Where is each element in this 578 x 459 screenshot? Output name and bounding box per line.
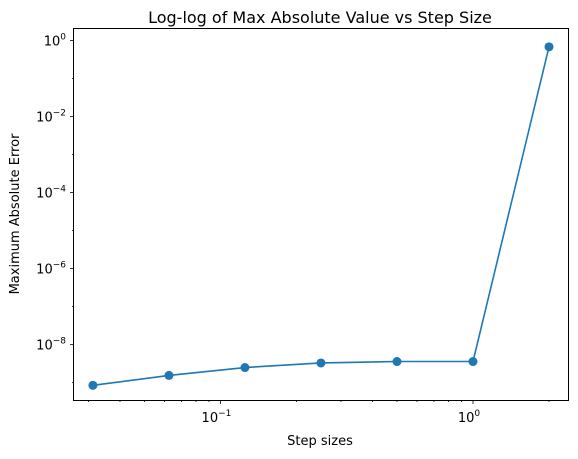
- chart-title: Log-log of Max Absolute Value vs Step Si…: [148, 8, 492, 27]
- y-tick-label: 10−8: [36, 337, 66, 354]
- data-point: [164, 370, 174, 380]
- major-ticks: 10−1 100 10−8 10−6 10−4 10−2 100: [36, 32, 480, 426]
- x-axis-label: Step sizes: [287, 434, 353, 449]
- plot-area-frame: [73, 28, 569, 401]
- y-tick-label: 10−4: [36, 185, 66, 202]
- x-tick-label: 100: [458, 409, 481, 426]
- data-point: [88, 380, 98, 390]
- x-tick-label: 10−1: [202, 409, 232, 426]
- data-point: [544, 42, 554, 52]
- data-point: [468, 357, 478, 367]
- y-tick-label: 10−6: [36, 261, 66, 278]
- y-tick-label: 100: [44, 32, 67, 49]
- y-tick-label: 10−2: [36, 108, 66, 125]
- series-layer: [88, 42, 554, 390]
- data-point: [240, 363, 250, 373]
- data-point: [392, 357, 402, 367]
- y-axis-label: Maximum Absolute Error: [8, 133, 23, 294]
- data-point: [316, 358, 326, 368]
